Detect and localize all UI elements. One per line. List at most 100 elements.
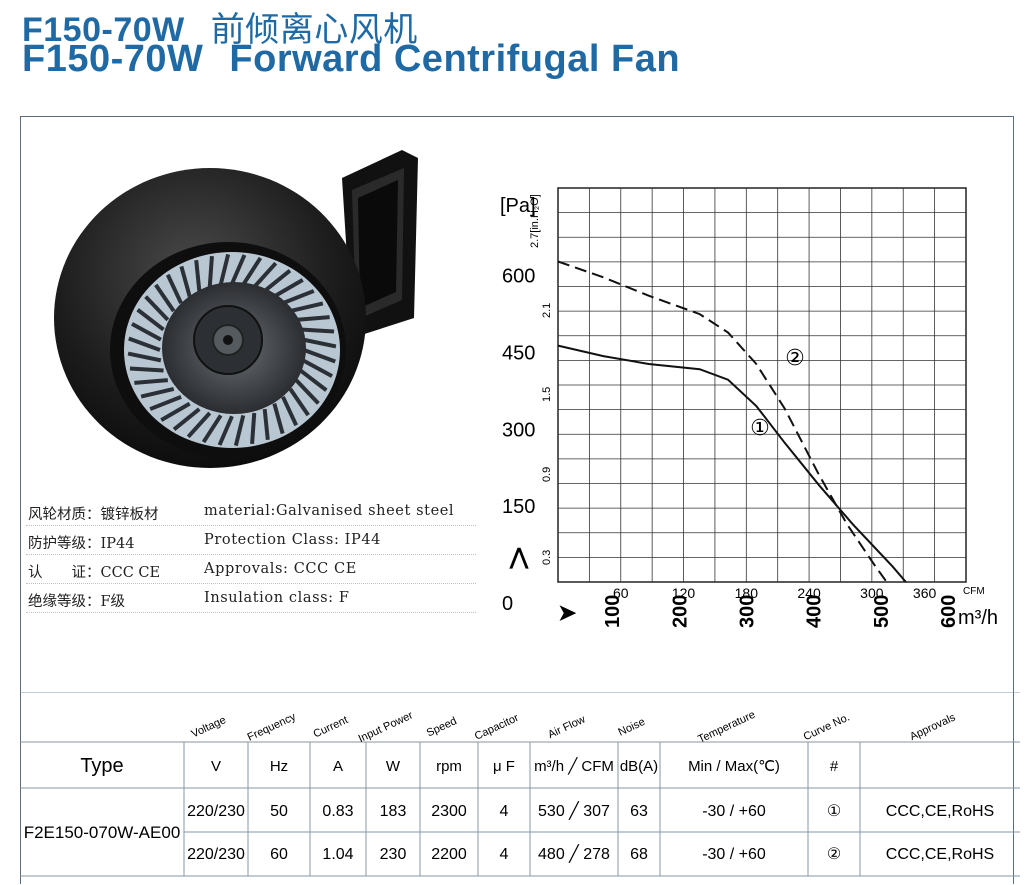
unit-cell: Hz [270, 758, 288, 775]
y-tick-label: 0 [502, 593, 513, 615]
impeller-blade [165, 273, 183, 305]
y-tick-label: 450 [502, 343, 535, 365]
impeller-blade [131, 322, 162, 342]
impeller-blade [144, 295, 170, 322]
x-tick-cfm-label: 60 [613, 585, 629, 601]
impeller-blade [233, 414, 246, 447]
series-line-2 [557, 260, 888, 583]
column-header: Speed [425, 715, 459, 739]
page-title-english: F150-70W Forward Centrifugal Fan [22, 38, 680, 81]
table-cell: 50 [270, 803, 288, 820]
impeller-blade [252, 261, 278, 289]
y-axis-unit-alt: 2.7[in.H₂O] [529, 194, 541, 248]
table-text: Voltage Frequency Current Input Power Speed C… [24, 709, 995, 863]
y-tick-alt-label: 0.9 [541, 467, 553, 482]
x-tick-m3h-label: 600 [938, 595, 960, 628]
unit-cell: # [830, 758, 839, 775]
model-cell: F2E150-070W-AE00 [24, 823, 181, 842]
impeller-blade [172, 407, 201, 431]
column-header: Temperature [696, 709, 757, 746]
impeller-blade [295, 315, 330, 322]
y-axis-unit: [Pa] [500, 195, 536, 217]
column-header: Current [312, 714, 350, 740]
impeller-blade [250, 412, 257, 445]
x-tick-m3h-label: 100 [602, 595, 624, 628]
x-axis-unit-m3h: m³/h [958, 607, 998, 629]
y-tick-label: 150 [502, 496, 535, 518]
spec-insulation: 绝缘等级：F级 Insulation class: F [26, 584, 476, 613]
unit-cell: rpm [436, 758, 462, 775]
impeller-blade [289, 301, 324, 314]
impeller-blades [127, 253, 337, 447]
unit-cell: W [386, 758, 401, 775]
y-tick-label: 300 [502, 419, 535, 441]
y-tick-alt-label: 1.5 [541, 387, 553, 402]
impeller-blade [303, 348, 336, 364]
unit-cell: V [211, 758, 221, 775]
y-tick-alt-label: 0.3 [541, 550, 553, 565]
table-cell: 0.83 [322, 803, 353, 820]
table-cell: ② [827, 846, 841, 863]
x-tick-cfm-label: 300 [860, 585, 884, 601]
table-cell: 68 [630, 846, 648, 863]
impeller-blade [160, 401, 191, 422]
series-label-1: ① [750, 416, 770, 441]
x-tick-m3h-label: 400 [804, 595, 826, 628]
spec-protection: 防护等级：IP44 Protection Class: IP44 [26, 526, 476, 555]
impeller-blade [273, 278, 304, 299]
x-tick-cfm-label: 240 [797, 585, 821, 601]
impeller-blade [207, 255, 214, 288]
impeller-blade [186, 411, 212, 439]
table-cell: 1.04 [322, 846, 353, 863]
impeller-blade [134, 378, 169, 385]
series-line-1 [557, 344, 907, 583]
chart-grid [557, 187, 967, 583]
spec-table: Voltage Frequency Current Input Power Speed C… [20, 692, 1020, 877]
series-label-2: ② [785, 346, 805, 371]
column-header: Curve No. [802, 711, 852, 743]
x-tick-cfm-label: 120 [672, 585, 696, 601]
column-header: Air Flow [546, 713, 587, 741]
impeller-blade [263, 269, 292, 293]
table-cell: 220/230 [187, 846, 245, 863]
page-title-chinese: F150-70W 前倾离心风机 [22, 2, 418, 51]
impeller-blade [149, 394, 182, 411]
table-cell: -30 / +60 [702, 846, 766, 863]
impeller-blade [272, 403, 285, 435]
impeller-blade [201, 414, 223, 444]
impeller-blade [194, 259, 202, 292]
table-cell: 60 [270, 846, 288, 863]
table-cell: 63 [630, 803, 648, 820]
table-lines [20, 692, 1020, 877]
impeller-blade [300, 327, 335, 334]
unit-cell: A [333, 758, 343, 775]
table-cell: -30 / +60 [702, 803, 766, 820]
impeller-blade [179, 265, 192, 297]
x-tick-cfm-label: 180 [735, 585, 759, 601]
unit-cell: dB(A) [620, 758, 658, 775]
table-cell: CCC,CE,RoHS [886, 846, 994, 863]
x-tick-m3h-label: 500 [871, 595, 893, 628]
column-header: Noise [616, 716, 647, 739]
impeller-blade [302, 337, 337, 349]
product-name-en: Forward Centrifugal Fan [229, 38, 681, 80]
y-tick-alt-label: 2.1 [541, 303, 553, 318]
impeller-blade [217, 415, 234, 446]
model-name: F150-70W [22, 11, 185, 49]
column-header: Frequency [246, 711, 299, 744]
table-cell: 4 [500, 846, 509, 863]
spec-material: 风轮材质：镀锌板材 material:Galvanised sheet steel [26, 497, 476, 526]
impeller-blade [299, 368, 328, 392]
impeller-blade [129, 366, 164, 373]
impeller-blade [281, 395, 299, 427]
product-name-cn: 前倾离心风机 [210, 10, 418, 50]
x-tick-m3h-label: 300 [736, 595, 758, 628]
impeller-blade [230, 254, 247, 285]
impeller-blade [288, 387, 310, 417]
table-cell: 4 [500, 803, 509, 820]
performance-chart: [Pa] 600 450 300 150 0 2.7[in.H₂O] 2.1 1.5 0.9 0.3… [500, 187, 998, 629]
model-name: F150-70W [22, 38, 204, 80]
x-arrow-icon: ➤ [558, 600, 577, 625]
impeller-blade [262, 408, 270, 441]
table-cell: 220/230 [187, 803, 245, 820]
